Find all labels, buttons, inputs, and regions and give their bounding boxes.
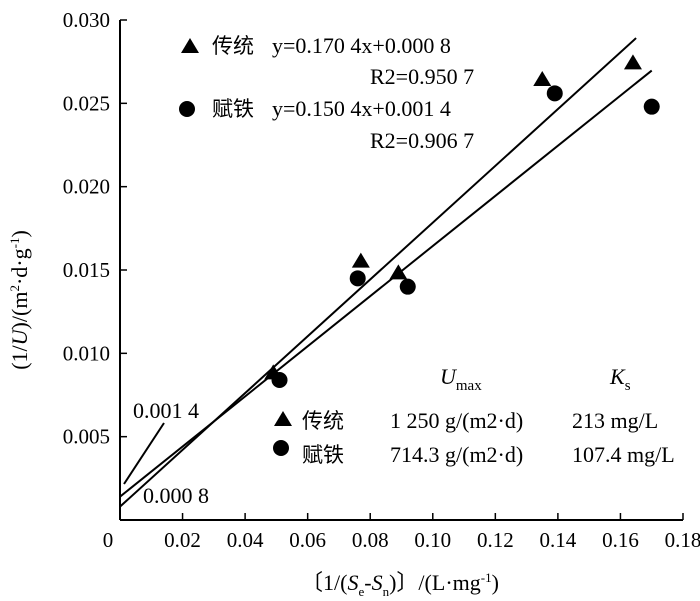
y-ticks: 0.005 0.010 0.015 0.020 0.025 0.030 bbox=[63, 8, 127, 449]
legend-name-iron: 赋铁 bbox=[212, 97, 254, 121]
x-tick-label: 0.06 bbox=[289, 528, 326, 552]
umax-iron: 714.3 g/(m2·d) bbox=[390, 442, 523, 467]
legend-r2-traditional: R2=0.950 7 bbox=[370, 64, 474, 89]
table-name-traditional: 传统 bbox=[302, 409, 344, 433]
legend-equation-iron: y=0.150 4x+0.001 4 bbox=[272, 96, 451, 121]
data-point-triangle bbox=[389, 264, 408, 280]
fit-line bbox=[119, 69, 653, 498]
y-tick-label: 0.025 bbox=[63, 91, 110, 115]
intercept-label-iron: 0.001 4 bbox=[133, 398, 199, 423]
x-tick-label: 0.14 bbox=[540, 528, 577, 552]
data-point-circle bbox=[399, 278, 416, 295]
intercept-annotations: 0.001 4 0.000 8 bbox=[123, 398, 209, 508]
y-tick-label: 0.030 bbox=[63, 8, 110, 32]
legend-circle-marker bbox=[179, 101, 195, 117]
parameter-table: Umax Ks 传统 1 250 g/(m2·d) 213 mg/L 赋铁 71… bbox=[273, 364, 675, 467]
ks-traditional: 213 mg/L bbox=[572, 408, 658, 433]
legend-r2-iron: R2=0.906 7 bbox=[370, 128, 474, 153]
data-point-circle bbox=[643, 98, 660, 115]
data-point-triangle bbox=[533, 71, 552, 86]
intercept-label-traditional: 0.000 8 bbox=[143, 483, 209, 508]
header-ks: Ks bbox=[609, 364, 631, 394]
umax-traditional: 1 250 g/(m2·d) bbox=[390, 408, 523, 433]
fit-lines bbox=[119, 37, 653, 508]
x-tick-label: 0.18 bbox=[665, 528, 700, 552]
ks-iron: 107.4 mg/L bbox=[572, 442, 675, 467]
x-tick-label: 0.10 bbox=[414, 528, 451, 552]
data-points bbox=[264, 54, 660, 388]
table-name-iron: 赋铁 bbox=[302, 443, 344, 467]
y-axis-label: (1/U)/(m2·d·g-1) bbox=[7, 230, 32, 370]
legend-triangle-marker bbox=[181, 38, 199, 53]
header-umax: Umax bbox=[440, 364, 482, 394]
x-tick-label: 0.08 bbox=[352, 528, 389, 552]
x-ticks: 0 0.02 0.04 0.06 0.08 0.10 0.12 0.14 0.16 0.18 bbox=[103, 513, 700, 552]
legend-equation-traditional: y=0.170 4x+0.000 8 bbox=[272, 33, 451, 58]
y-tick-label: 0.010 bbox=[63, 341, 110, 365]
legend: 传统 y=0.170 4x+0.000 8 R2=0.950 7 赋铁 y=0.… bbox=[179, 33, 474, 153]
data-point-circle bbox=[349, 270, 366, 287]
x-tick-label: 0.02 bbox=[164, 528, 201, 552]
data-point-circle bbox=[271, 372, 288, 388]
y-tick-label: 0.015 bbox=[63, 258, 110, 282]
table-circle-marker bbox=[273, 440, 289, 456]
x-tick-label: 0.04 bbox=[227, 528, 264, 552]
x-tick-label: 0.16 bbox=[602, 528, 639, 552]
y-tick-label: 0.020 bbox=[63, 175, 110, 199]
x-tick-label: 0.12 bbox=[477, 528, 514, 552]
y-tick-label: 0.005 bbox=[63, 425, 110, 449]
data-point-triangle bbox=[351, 252, 370, 268]
legend-name-traditional: 传统 bbox=[212, 34, 254, 58]
table-triangle-marker bbox=[274, 411, 292, 426]
x-axis-label: 〔1/(Se-Sn)〕/(L·mg-1) bbox=[301, 570, 499, 599]
x-tick-label: 0 bbox=[103, 528, 114, 552]
data-point-circle bbox=[546, 85, 563, 102]
data-point-triangle bbox=[623, 54, 642, 70]
intercept-leader-line bbox=[123, 422, 165, 485]
